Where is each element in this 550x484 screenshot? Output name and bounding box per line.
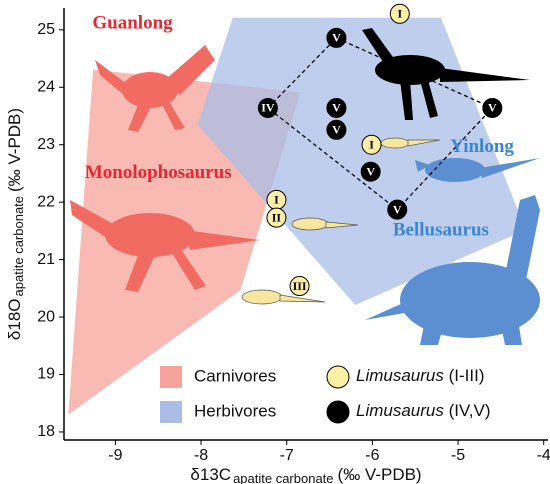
species-label: Bellusaurus (393, 219, 489, 240)
y-tick-label: 25 (37, 21, 55, 38)
point-label: II (272, 210, 282, 224)
point-label: V (366, 164, 375, 178)
point-label: V (393, 202, 402, 216)
axis-label-main: δ13C (190, 465, 231, 484)
legend-label: Limusaurus (IV,V) (356, 401, 490, 420)
point-label: I (274, 193, 279, 207)
legend-swatch (160, 366, 182, 388)
point-label: I (369, 137, 374, 151)
data-point (360, 161, 381, 182)
data-point (326, 119, 347, 140)
xlabel-label: δ13C apatite carbonate (‰ V-PDB) (190, 465, 421, 484)
point-label: III (293, 279, 307, 293)
y-tick-label: 23 (37, 136, 55, 153)
point-label: V (332, 123, 341, 137)
data-point (389, 3, 410, 24)
black-silhouette (362, 28, 530, 120)
data-point (266, 207, 287, 228)
point-label: IV (261, 101, 275, 115)
x-tick-label: -7 (280, 447, 294, 464)
ylabel-label: δ18O apatite carbonate (‰ V-PDB) (5, 108, 26, 340)
data-point (387, 199, 408, 220)
axis-label-sub: apatite carbonate (11, 196, 26, 296)
x-tick-label: -6 (365, 447, 379, 464)
point-label: V (488, 101, 497, 115)
region (197, 17, 526, 305)
axis-label-unit: (‰ V-PDB) (338, 465, 422, 484)
point-label: I (397, 6, 402, 20)
point-label: V (332, 101, 341, 115)
y-tick-label: 20 (37, 308, 55, 325)
legend-name-rest: (IV,V) (444, 401, 491, 420)
data-point (326, 27, 347, 48)
guanlong-silhouette (95, 45, 215, 132)
herbivore-silhouettes (365, 158, 540, 345)
legend-label: Carnivores (194, 366, 276, 385)
limusaurus-silhouettes (241, 137, 441, 305)
legend-swatch (160, 401, 182, 423)
data-point (257, 97, 278, 118)
data-point (289, 276, 310, 297)
x-tick-label: -4 (537, 447, 550, 464)
legend-name-italic: Limusaurus (356, 401, 444, 420)
legend-label: Limusaurus (I-III) (356, 366, 484, 385)
y-tick-label: 21 (37, 251, 55, 268)
data-point (361, 134, 382, 155)
silhouettes (70, 28, 540, 345)
legend-marker (326, 400, 350, 424)
legend-name-italic: Limusaurus (356, 366, 444, 385)
species-label: Monolophosaurus (85, 162, 232, 183)
data-point (326, 97, 347, 118)
x-tick-label: -5 (451, 447, 465, 464)
monolophosaurus-silhouette (70, 200, 260, 292)
species-label: Yinlong (450, 136, 514, 157)
species-label: Guanlong (92, 12, 173, 33)
x-tick-label: -9 (108, 447, 122, 464)
legend-marker (326, 365, 350, 389)
axis-label-unit: (‰ V-PDB) (5, 108, 24, 192)
legend-label: Herbivores (194, 401, 276, 420)
y-tick-label: 19 (37, 366, 55, 383)
axis-label-main: δ18O (5, 298, 24, 340)
x-tick-label: -8 (194, 447, 208, 464)
point-label: V (332, 31, 341, 45)
axis-label-sub: apatite carbonate (233, 471, 333, 484)
y-tick-label: 24 (37, 78, 55, 95)
data-point (482, 97, 503, 118)
legend-name-rest: (I-III) (444, 366, 485, 385)
y-tick-label: 22 (37, 193, 55, 210)
y-tick-label: 18 (37, 423, 55, 440)
